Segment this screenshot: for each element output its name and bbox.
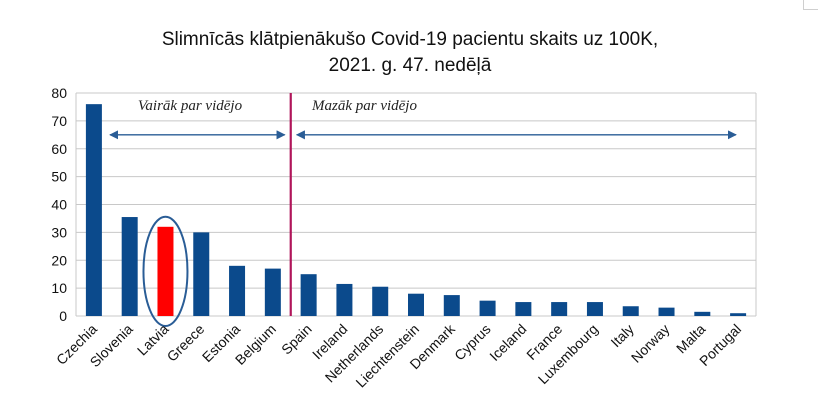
bar bbox=[694, 311, 711, 316]
bar bbox=[443, 295, 460, 316]
bar bbox=[408, 293, 424, 316]
bar bbox=[193, 232, 210, 316]
y-tick-label: 40 bbox=[51, 197, 67, 213]
bar bbox=[658, 307, 675, 316]
bar bbox=[336, 283, 353, 316]
y-tick-label: 50 bbox=[51, 169, 67, 185]
x-axis-ticks: CzechiaSloveniaLatviaGreeceEstoniaBelgiu… bbox=[53, 320, 744, 390]
bar bbox=[551, 302, 568, 316]
x-tick-label: Cyprus bbox=[451, 321, 494, 364]
y-tick-label: 10 bbox=[51, 280, 67, 296]
bar bbox=[515, 302, 532, 316]
bar bbox=[479, 300, 496, 316]
corner-mark bbox=[803, 0, 818, 10]
annotation-below-average: Mazāk par vidējo bbox=[311, 98, 417, 114]
x-tick-label: Norway bbox=[628, 321, 673, 366]
y-tick-label: 0 bbox=[59, 308, 67, 324]
chart-title-line-1: Slimnīcās klātpienākušo Covid-19 pacient… bbox=[161, 29, 659, 50]
annotation-above-average: Vairāk par vidējo bbox=[138, 98, 243, 114]
bar bbox=[264, 268, 281, 316]
y-tick-label: 60 bbox=[51, 141, 67, 157]
bar bbox=[622, 306, 639, 316]
highlight-ring bbox=[142, 215, 189, 327]
y-tick-label: 20 bbox=[51, 252, 67, 268]
bar bbox=[85, 104, 102, 317]
chart-title-line-2: 2021. g. 47. nedēļā bbox=[328, 55, 492, 76]
x-tick-label: Belgium bbox=[232, 321, 279, 368]
bar bbox=[300, 274, 317, 316]
bars bbox=[85, 93, 747, 327]
x-tick-label: Iceland bbox=[486, 321, 529, 364]
gridlines bbox=[75, 92, 757, 317]
annotations: Vairāk par vidējo Mazāk par vidējo bbox=[109, 98, 737, 140]
y-tick-label: 30 bbox=[51, 224, 67, 240]
bar bbox=[730, 313, 747, 316]
bar bbox=[229, 265, 246, 316]
bar bbox=[121, 217, 138, 316]
x-tick-label: Greece bbox=[164, 321, 208, 365]
y-axis-ticks: 0 10 20 30 40 50 60 70 80 bbox=[51, 85, 67, 324]
bar bbox=[586, 302, 603, 316]
x-tick-label: Italy bbox=[607, 321, 636, 350]
bar bbox=[372, 286, 389, 316]
y-tick-label: 80 bbox=[51, 85, 67, 101]
bar bbox=[157, 226, 174, 316]
y-tick-label: 70 bbox=[51, 113, 67, 129]
